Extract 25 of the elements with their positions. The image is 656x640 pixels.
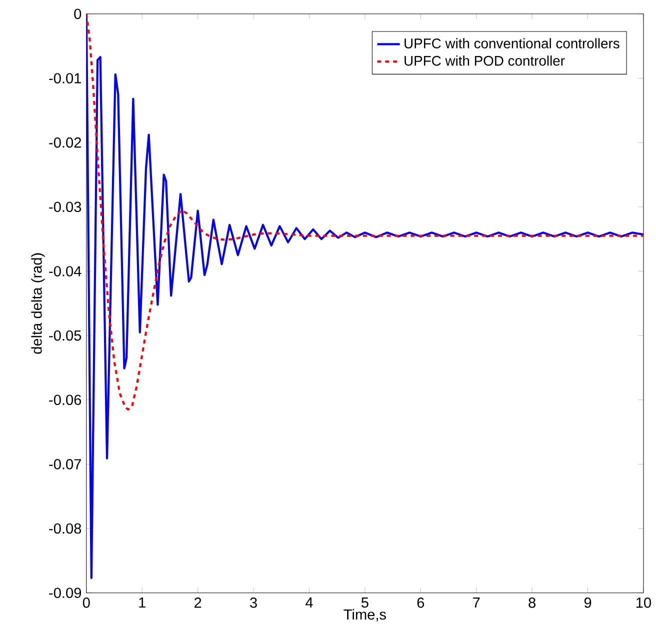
x-tick-label: 7 bbox=[473, 598, 480, 608]
y-tick-label: -0.02 bbox=[49, 138, 81, 148]
y-tick-label: -0.03 bbox=[49, 202, 82, 212]
legend-label: UPFC with conventional controllers bbox=[404, 38, 620, 49]
x-tick-label: 0 bbox=[82, 598, 90, 608]
x-tick-label: 8 bbox=[528, 598, 536, 608]
x-tick-label: 3 bbox=[250, 598, 257, 608]
y-tick-label: -0.01 bbox=[49, 73, 82, 84]
y-tick-label: -0.08 bbox=[49, 524, 82, 534]
y-tick-label: 0 bbox=[74, 9, 82, 20]
x-axis-title: Time,s bbox=[344, 609, 386, 622]
x-tick-label: 1 bbox=[139, 598, 146, 608]
x-tick-label: 5 bbox=[361, 598, 368, 608]
x-tick-label: 2 bbox=[194, 598, 202, 608]
y-tick-label: -0.09 bbox=[49, 588, 82, 598]
x-tick-label: 4 bbox=[306, 598, 313, 608]
y-tick-label: -0.07 bbox=[49, 459, 81, 470]
x-tick-label: 6 bbox=[417, 598, 424, 608]
y-tick-label: -0.06 bbox=[49, 394, 82, 406]
y-tick-label: -0.04 bbox=[49, 266, 82, 277]
y-tick-label: -0.05 bbox=[49, 330, 82, 341]
x-tick-label: 9 bbox=[584, 598, 592, 608]
x-tick-label: 10 bbox=[636, 598, 652, 608]
legend-label: UPFC with POD controller bbox=[404, 56, 565, 66]
y-axis-title: delta delta (rad) bbox=[31, 254, 45, 354]
